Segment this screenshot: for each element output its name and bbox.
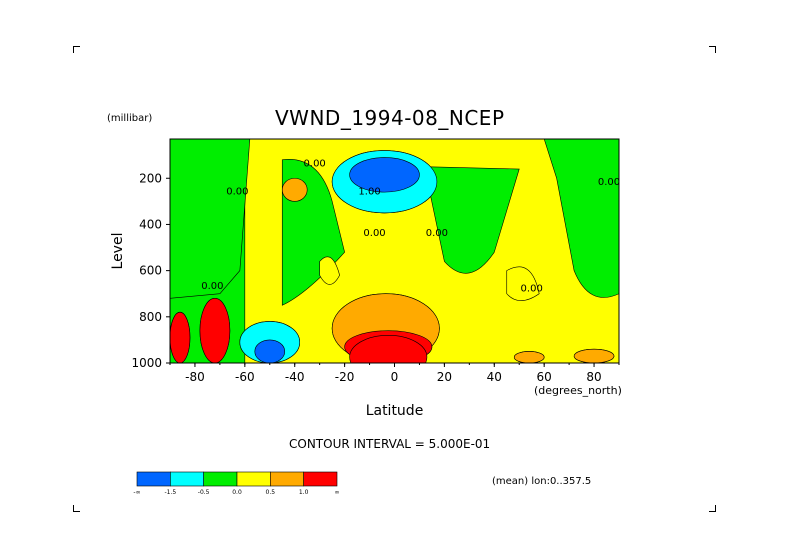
region-extra-yellow-4 — [319, 256, 340, 285]
colorbar-swatch-5 — [303, 471, 338, 487]
mean-longitude-note: (mean) lon:0..357.5 — [492, 476, 592, 487]
x-tick-label-5: 20 — [437, 370, 452, 384]
region-extra-yellow-5 — [506, 266, 540, 301]
y-axis-title: Level — [110, 233, 126, 270]
colorbar-tick-label-1: -1.5 — [164, 489, 176, 496]
y-tick-label-1: 400 — [139, 217, 162, 231]
contour-label-5: 0.00 — [521, 283, 543, 294]
x-tick-label-0: -80 — [185, 370, 205, 384]
contour-interval-note: CONTOUR INTERVAL = 5.000E-01 — [289, 437, 491, 451]
y-tick-label-3: 800 — [139, 310, 162, 324]
x-axis-units: (degrees_north) — [534, 384, 622, 397]
x-tick-label-2: -40 — [285, 370, 305, 384]
crop-mark-top-right — [709, 46, 716, 53]
colorbar-swatch-4 — [270, 471, 304, 487]
x-tick-label-8: 80 — [586, 370, 601, 384]
crop-mark-top-left — [73, 46, 80, 53]
crop-mark-bottom-right — [709, 505, 716, 512]
x-tick-label-1: -60 — [235, 370, 255, 384]
plot-area — [170, 139, 619, 363]
colorbar-swatch-1 — [170, 471, 204, 487]
x-tick-label-3: -20 — [335, 370, 355, 384]
colorbar-swatch-3 — [236, 471, 271, 487]
y-tick-label-2: 600 — [139, 264, 162, 278]
region-extra-green-2 — [424, 166, 520, 274]
x-axis-title: Latitude — [366, 403, 424, 419]
colorbar-tick-label-0: -∞ — [133, 489, 140, 496]
contour-label-4: 0.00 — [426, 228, 448, 239]
contour-label-3: 0.00 — [363, 228, 385, 239]
x-tick-label-6: 40 — [487, 370, 502, 384]
colorbar-swatch-2 — [203, 471, 238, 487]
feature-red-core-0 — [349, 334, 428, 363]
chart-title: VWND_1994-08_NCEP — [275, 106, 505, 130]
feature-red-5 — [170, 311, 191, 363]
feature-orange-0 — [281, 177, 308, 202]
contour-label-0: 1.00 — [358, 186, 380, 197]
x-tick-label-4: 0 — [391, 370, 399, 384]
colorbar-tick-label-4: 0.5 — [266, 489, 276, 496]
crop-mark-bottom-left — [73, 505, 80, 512]
colorbar-tick-label-2: -0.5 — [198, 489, 210, 496]
contour-label-6: 0.00 — [201, 281, 223, 292]
contour-label-7: 0.00 — [598, 177, 620, 188]
feature-orange-10 — [573, 348, 615, 363]
y-tick-label-4: 1000 — [131, 356, 162, 370]
y-tick-label-0: 200 — [139, 171, 162, 185]
colorbar-swatch-0 — [136, 471, 171, 487]
colorbar-tick-label-3: 0.0 — [232, 489, 242, 496]
feature-blue-core-0 — [349, 157, 420, 193]
feature-orange-9 — [513, 351, 545, 363]
contour-label-2: 0.00 — [304, 159, 326, 170]
feature-red-6 — [199, 298, 231, 363]
feature-blue-core-1 — [254, 339, 286, 363]
colorbar-tick-label-5: 1.0 — [299, 489, 309, 496]
colorbar-tick-label-6: ∞ — [335, 489, 340, 496]
region-extra-green-0 — [170, 139, 251, 299]
contour-label-1: 0.00 — [226, 186, 248, 197]
y-units-label: (millibar) — [107, 113, 153, 124]
x-tick-label-7: 60 — [537, 370, 552, 384]
